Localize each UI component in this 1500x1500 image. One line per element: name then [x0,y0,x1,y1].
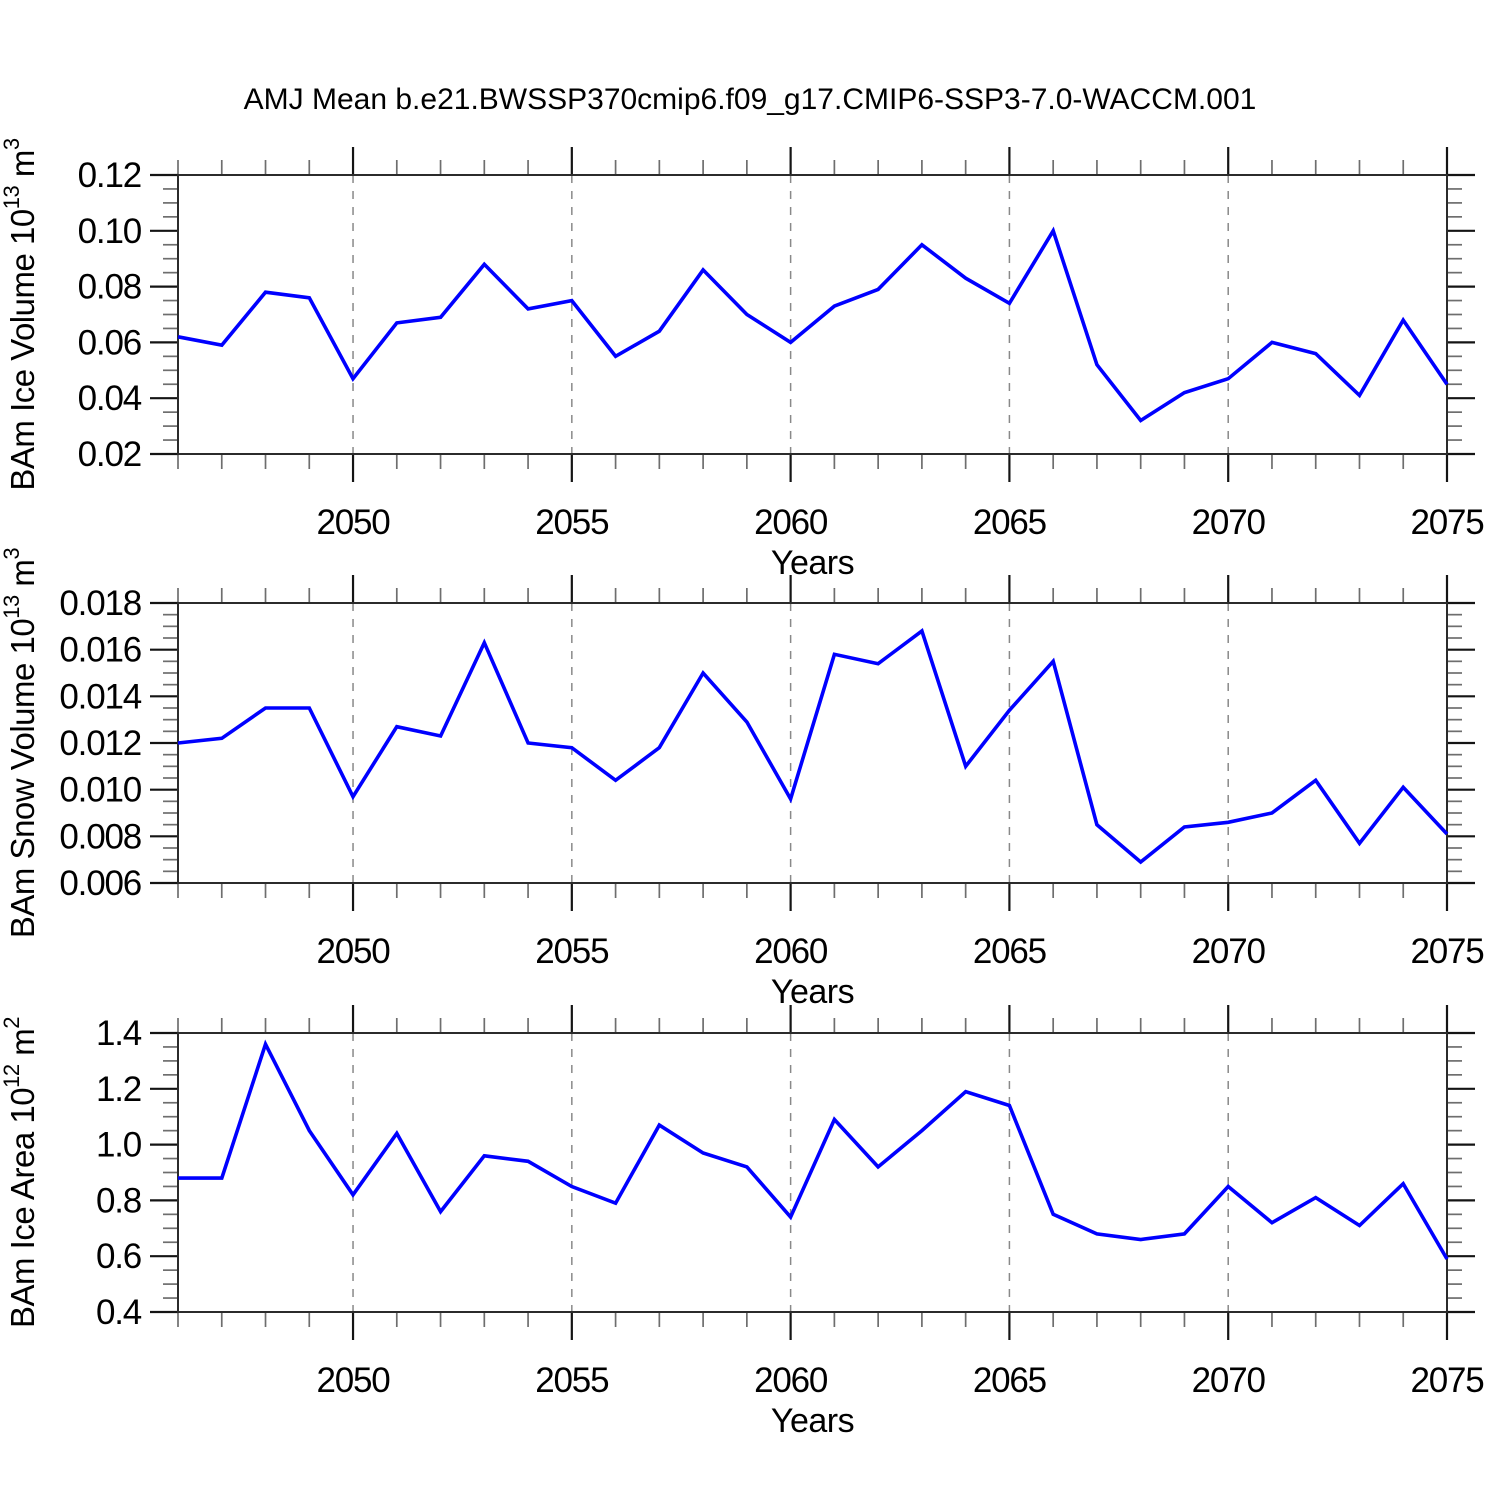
x-tick-label: 2075 [1410,503,1483,542]
chart-title: AMJ Mean b.e21.BWSSP370cmip6.f09_g17.CMI… [243,83,1257,116]
y-tick-label: 0.4 [96,1293,142,1332]
x-tick-label: 2050 [317,503,391,542]
y-tick-label: 1.0 [96,1126,142,1165]
y-tick-label: 0.08 [78,268,141,307]
x-tick-label: 2055 [535,1361,608,1400]
y-tick-label: 0.016 [59,631,141,670]
series-line-snow-volume [177,628,1449,865]
y-axis-title: BAm Ice Area 1012 m2 [0,1017,41,1328]
x-tick-label: 2075 [1410,932,1483,971]
y-tick-label: 0.12 [78,156,141,195]
y-tick-label: 0.008 [59,817,141,856]
y-tick-label: 0.006 [59,864,141,903]
y-tick-label: 0.04 [78,379,142,418]
x-tick-label: 2055 [535,932,608,971]
series-line-ice-volume [177,226,1449,423]
x-tick-label: 2065 [973,932,1046,971]
y-tick-label: 0.8 [96,1181,141,1220]
y-tick-label: 0.012 [59,724,141,763]
x-tick-label: 2060 [754,503,828,542]
panel-snow-volume: 0.006 0.008 0.010 0.012 0.014 0.016 0.018 2050 2… [0,548,1485,1011]
x-axis-title: Years [771,973,854,1011]
y-tick-label: 1.4 [96,1014,142,1053]
x-tick-label: 2070 [1192,503,1266,542]
series-line-ice-area [178,1039,1449,1260]
panel-ice-volume: 0.02 0.04 0.06 0.08 0.10 0.12 2050 2055 2060 2065… [0,138,1485,582]
y-tick-label: 0.010 [59,771,141,810]
y-axis-title: BAm Snow Volume 1013 m3 [0,548,41,939]
x-tick-label: 2055 [535,503,608,542]
y-tick-label: 0.02 [78,435,141,474]
x-tick-label: 2050 [317,1361,391,1400]
x-tick-label: 2050 [317,932,391,971]
plot-frame [177,1032,1448,1313]
panel-ice-area: 0.4 0.6 0.8 1.0 1.2 1.4 2050 2055 2060 2065 2070 20… [0,1005,1485,1440]
x-tick-label: 2070 [1192,1361,1266,1400]
y-tick-label: 0.10 [78,212,142,251]
y-tick-label: 0.014 [59,677,141,716]
y-tick-label: 0.6 [96,1237,141,1276]
x-tick-label: 2060 [754,932,828,971]
x-tick-label: 2065 [973,1361,1046,1400]
plot-frame [177,602,1448,884]
x-tick-label: 2075 [1410,1361,1483,1400]
y-axis-title: BAm Ice Volume 1013 m3 [0,138,41,490]
y-tick-label: 0.018 [59,584,141,623]
x-tick-label: 2060 [754,1361,828,1400]
y-tick-label: 0.06 [78,323,141,362]
plot-frame [177,174,1448,455]
x-axis-title: Years [771,1402,854,1440]
y-tick-label: 1.2 [96,1070,141,1109]
x-axis-title: Years [771,544,854,582]
x-tick-label: 2065 [973,503,1046,542]
x-tick-label: 2070 [1192,932,1266,971]
